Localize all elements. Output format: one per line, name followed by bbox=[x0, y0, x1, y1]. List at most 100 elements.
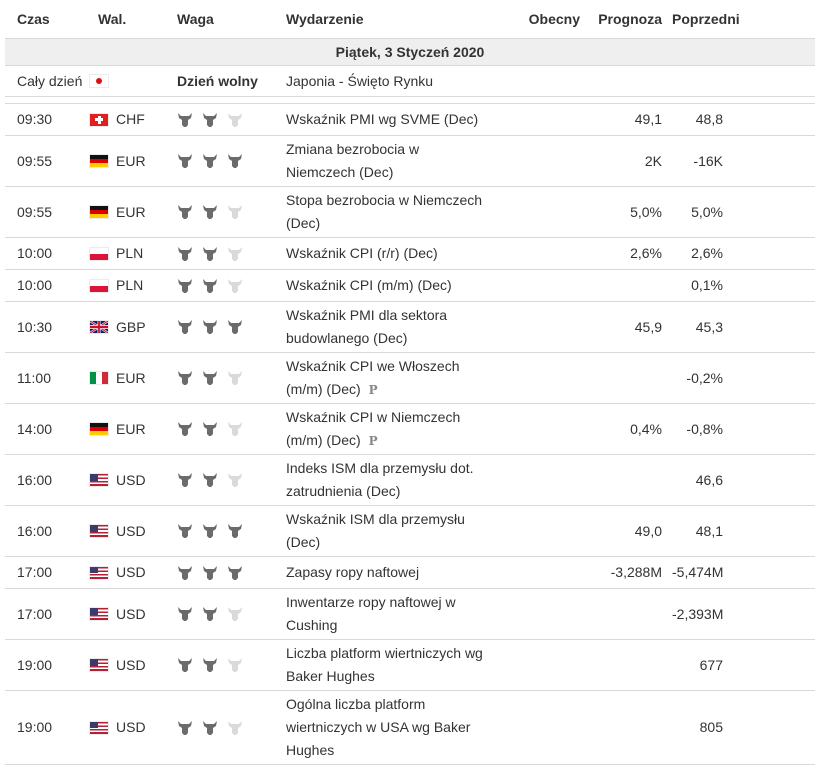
event-row[interactable]: 16:00 USD Indeks ISM dla przemysłu dot. zat… bbox=[5, 455, 815, 506]
event-row[interactable]: 11:00 EUR Wskaźnik CPI we Włoszech (m/m) (D… bbox=[5, 353, 815, 404]
event-name[interactable]: Wskaźnik CPI (m/m) (Dec) bbox=[282, 274, 508, 297]
event-row[interactable]: 10:00 PLN Wskaźnik CPI (m/m) (Dec) 0,1% bbox=[5, 270, 815, 302]
event-title-line[interactable]: Hughes bbox=[286, 742, 335, 758]
event-row[interactable]: 09:55 EUR Stopa bezrobocia w Niemczech (Dec… bbox=[5, 187, 815, 238]
event-previous: 677 bbox=[699, 656, 723, 673]
event-time: 14:00 bbox=[17, 420, 53, 437]
event-title-line[interactable]: Zmiana bezrobocia w bbox=[286, 141, 420, 157]
event-name[interactable]: Indeks ISM dla przemysłu dot. zatrudnieni… bbox=[282, 457, 508, 503]
event-title-line[interactable]: (m/m) (Dec) bbox=[286, 380, 361, 397]
event-previous: -0,8% bbox=[686, 420, 723, 437]
event-list: 09:30 CHF Wskaźnik PMI wg SVME (Dec) 49,1 48… bbox=[5, 104, 815, 765]
bull-importance-icon bbox=[228, 658, 242, 672]
bull-importance-icon bbox=[178, 524, 192, 538]
event-time: 17:00 bbox=[17, 564, 53, 580]
event-title-line[interactable]: Baker Hughes bbox=[286, 668, 375, 684]
col-importance-header[interactable]: Waga bbox=[177, 11, 214, 27]
event-title-line[interactable]: (m/m) (Dec) bbox=[286, 431, 361, 448]
event-name[interactable]: Wskaźnik PMI dla sektora budowlanego (Dec… bbox=[282, 304, 508, 350]
event-name[interactable]: Wskaźnik ISM dla przemysłu (Dec) bbox=[282, 508, 508, 554]
bull-importance-icon bbox=[228, 112, 242, 127]
event-row[interactable]: 19:00 USD Liczba platform wiertniczych wg B… bbox=[5, 640, 815, 691]
bull-importance-icon bbox=[203, 473, 217, 487]
event-row[interactable]: 14:00 EUR Wskaźnik CPI w Niemczech (m/m) (D… bbox=[5, 404, 815, 455]
bull-importance-icon bbox=[178, 278, 192, 293]
col-time-header[interactable]: Czas bbox=[17, 11, 50, 27]
event-importance bbox=[172, 246, 282, 262]
event-name[interactable]: Liczba platform wiertniczych wg Baker Hug… bbox=[282, 642, 508, 688]
event-row[interactable]: 17:00 USD Zapasy ropy naftowej -3,288M -5,47… bbox=[5, 557, 815, 589]
event-time: 10:00 bbox=[17, 245, 53, 261]
event-title-line[interactable]: Cushing bbox=[286, 617, 338, 633]
event-row[interactable]: 16:00 USD Wskaźnik ISM dla przemysłu (Dec) 4… bbox=[5, 506, 815, 557]
event-name[interactable]: Zapasy ropy naftowej bbox=[282, 561, 508, 584]
event-currency: EUR bbox=[90, 418, 172, 441]
event-name[interactable]: Wskaźnik CPI we Włoszech (m/m) (Dec) P bbox=[282, 355, 508, 402]
event-title-line[interactable]: Wskaźnik PMI wg SVME (Dec) bbox=[286, 111, 479, 127]
currency-code: EUR bbox=[116, 369, 146, 386]
col-actual-header[interactable]: Obecny bbox=[528, 11, 580, 27]
event-title-line[interactable]: Liczba platform wiertniczych wg bbox=[286, 645, 483, 661]
event-row[interactable]: 09:30 CHF Wskaźnik PMI wg SVME (Dec) 49,1 48… bbox=[5, 104, 815, 136]
event-name[interactable]: Wskaźnik CPI (r/r) (Dec) bbox=[282, 242, 508, 265]
currency-code: USD bbox=[116, 522, 146, 539]
event-name[interactable]: Wskaźnik PMI wg SVME (Dec) bbox=[282, 108, 508, 131]
col-event-header[interactable]: Wydarzenie bbox=[286, 11, 364, 27]
event-row[interactable]: 10:30 GBP Wskaźnik PMI dla sektora budowlan… bbox=[5, 302, 815, 353]
event-name[interactable]: Zmiana bezrobocia w Niemczech (Dec) bbox=[282, 138, 508, 184]
bull-importance-icon bbox=[178, 422, 192, 436]
event-row[interactable]: 19:00 USD Ogólna liczba platform wiertniczy… bbox=[5, 691, 815, 765]
event-title-line[interactable]: (Dec) bbox=[286, 534, 321, 550]
event-title-line[interactable]: Niemczech (Dec) bbox=[286, 164, 394, 180]
event-time: 09:55 bbox=[17, 152, 53, 169]
currency-code: USD bbox=[116, 605, 146, 622]
holiday-row[interactable]: Cały dzień Dzień wolny Japonia - Święto … bbox=[5, 66, 815, 97]
event-time: 10:00 bbox=[17, 277, 53, 293]
bull-importance-icon bbox=[203, 246, 217, 261]
event-title-line[interactable]: Wskaźnik CPI we Włoszech bbox=[286, 357, 460, 374]
flag-germany-icon bbox=[90, 423, 108, 435]
flag-usa-icon bbox=[90, 659, 108, 671]
flag-usa-icon bbox=[90, 608, 108, 620]
event-importance bbox=[172, 720, 282, 736]
event-importance bbox=[172, 370, 282, 386]
event-title-line[interactable]: (Dec) bbox=[286, 215, 321, 231]
holiday-time: Cały dzień bbox=[17, 73, 83, 89]
event-previous: 805 bbox=[699, 719, 723, 735]
event-previous: 5,0% bbox=[691, 203, 723, 220]
col-currency-header[interactable]: Wal. bbox=[98, 11, 127, 27]
event-title-line[interactable]: zatrudnienia (Dec) bbox=[286, 483, 401, 499]
col-previous-header[interactable]: Poprzedni bbox=[672, 11, 740, 27]
bull-importance-icon bbox=[203, 720, 217, 735]
event-title-line[interactable]: Stopa bezrobocia w Niemczech bbox=[286, 192, 483, 208]
event-row[interactable]: 09:55 EUR Zmiana bezrobocia w Niemczech (De… bbox=[5, 136, 815, 187]
event-title-line[interactable]: Ogólna liczba platform bbox=[286, 696, 426, 712]
holiday-event[interactable]: Japonia - Święto Rynku bbox=[286, 73, 434, 89]
preliminary-badge: P bbox=[368, 433, 378, 448]
bull-importance-icon bbox=[203, 278, 217, 293]
bull-importance-icon bbox=[203, 565, 217, 580]
event-row[interactable]: 10:00 PLN Wskaźnik CPI (r/r) (Dec) 2,6% 2,6% bbox=[5, 238, 815, 270]
col-forecast-header[interactable]: Prognoza bbox=[598, 11, 662, 27]
row-spacer bbox=[5, 97, 815, 104]
event-title-line[interactable]: Wskaźnik CPI w Niemczech bbox=[286, 408, 461, 425]
event-row[interactable]: 17:00 USD Inwentarze ropy naftowej w Cushin… bbox=[5, 589, 815, 640]
event-title-line[interactable]: Indeks ISM dla przemysłu dot. bbox=[286, 460, 474, 476]
event-title-line[interactable]: Inwentarze ropy naftowej w bbox=[286, 594, 456, 610]
event-time: 11:00 bbox=[17, 369, 51, 386]
event-title-line[interactable]: Wskaźnik CPI (r/r) (Dec) bbox=[286, 245, 438, 261]
event-title-line[interactable]: Wskaźnik PMI dla sektora bbox=[286, 307, 448, 323]
event-title-line[interactable]: Zapasy ropy naftowej bbox=[286, 564, 420, 580]
currency-code: EUR bbox=[116, 152, 146, 169]
event-name[interactable]: Stopa bezrobocia w Niemczech (Dec) bbox=[282, 189, 508, 235]
event-name[interactable]: Ogólna liczba platform wiertniczych w USA… bbox=[282, 693, 508, 762]
currency-code: USD bbox=[116, 471, 146, 488]
bull-importance-icon bbox=[228, 524, 242, 538]
bull-importance-icon bbox=[178, 473, 192, 487]
event-title-line[interactable]: wiertniczych w USA wg Baker bbox=[286, 719, 471, 735]
event-title-line[interactable]: budowlanego (Dec) bbox=[286, 330, 408, 346]
event-title-line[interactable]: Wskaźnik CPI (m/m) (Dec) bbox=[286, 277, 452, 293]
event-title-line[interactable]: Wskaźnik ISM dla przemysłu bbox=[286, 511, 465, 527]
event-name[interactable]: Wskaźnik CPI w Niemczech (m/m) (Dec) P bbox=[282, 406, 508, 453]
event-name[interactable]: Inwentarze ropy naftowej w Cushing bbox=[282, 591, 508, 637]
